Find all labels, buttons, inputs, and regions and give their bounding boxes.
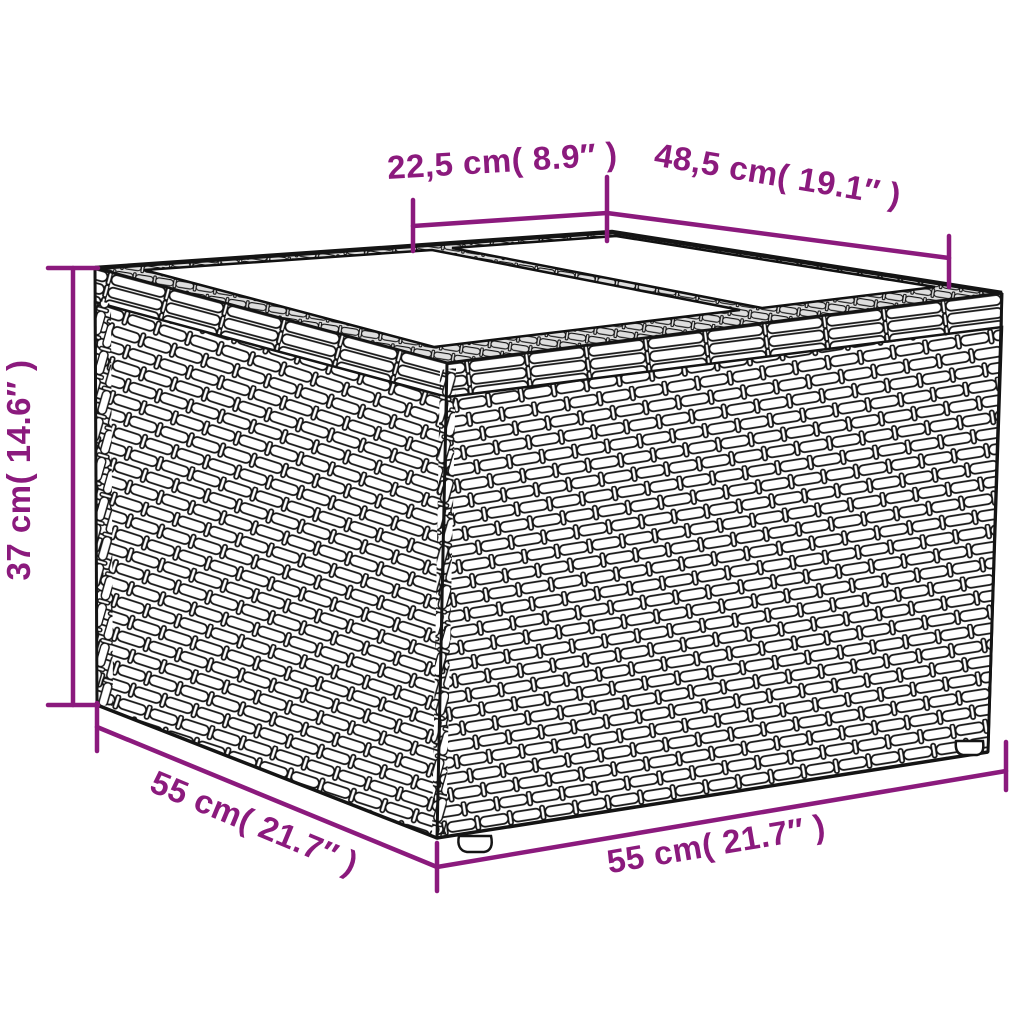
glass-panel-right <box>451 234 936 310</box>
table-illustration <box>93 229 1004 854</box>
dimension-lines <box>45 174 1009 894</box>
glass-panel-left <box>143 248 741 349</box>
right-edge-line <box>986 292 1004 753</box>
bottom-edge-line <box>96 703 989 840</box>
wicker-face-left <box>93 300 449 840</box>
top-back-rim <box>94 229 1003 296</box>
dimension-line-front-width <box>434 768 1009 870</box>
dimension-line-glass-depth <box>604 210 952 261</box>
dimension-label-height: 37 cm( 14.6″ ) <box>0 360 37 581</box>
table-foot-right <box>954 739 985 757</box>
left-edge-strand-column <box>95 300 113 706</box>
dimension-line-glass-width <box>410 210 610 229</box>
dimension-label-glass-width: 22,5 cm( 8.9″ ) <box>386 135 618 186</box>
dimension-line-side-depth <box>94 724 440 870</box>
table-foot-front <box>457 834 493 854</box>
left-edge-line <box>93 267 99 706</box>
front-corner-line <box>435 362 449 839</box>
dimension-label-glass-depth: 48,5 cm( 19.1″ ) <box>652 136 904 214</box>
